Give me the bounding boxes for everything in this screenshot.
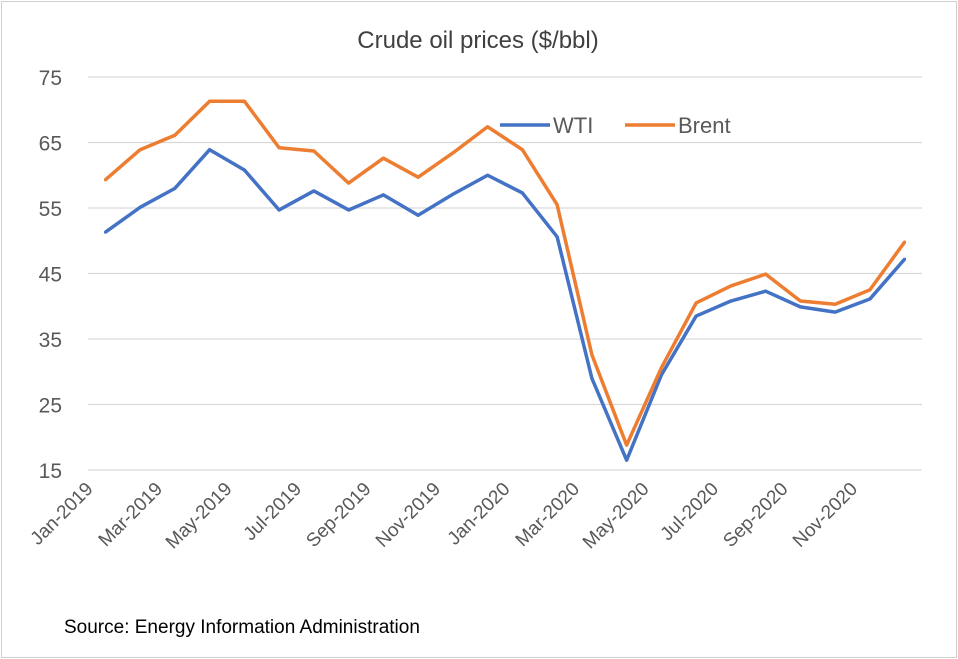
data-point-wti [520,191,524,195]
data-point-brent [798,299,802,303]
data-point-brent [173,133,177,137]
data-point-wti [173,186,177,190]
x-tick-label: Sep-2019 [302,479,375,552]
data-point-wti [416,213,420,217]
x-tick-label: Nov-2019 [372,479,445,552]
x-tick-label: Mar-2020 [512,479,584,551]
legend-label-brent: Brent [678,113,731,138]
x-tick-label: Jul-2019 [240,479,306,545]
data-point-wti [868,297,872,301]
data-point-brent [277,146,281,150]
data-point-brent [590,353,594,357]
data-point-brent [764,272,768,276]
data-point-brent [242,99,246,103]
data-point-brent [833,302,837,306]
data-point-wti [103,230,107,234]
data-point-brent [555,203,559,207]
x-tick-label: May-2019 [162,479,237,554]
data-point-wti [312,189,316,193]
data-point-wti [798,305,802,309]
y-tick-label: 25 [39,395,62,418]
x-tick-label: Jan-2019 [27,479,98,550]
y-tick-label: 75 [39,67,62,90]
data-point-brent [486,125,490,129]
data-point-brent [381,156,385,160]
data-point-wti [903,257,907,261]
series-line-wti [104,147,906,462]
data-point-wti [242,168,246,172]
data-point-wti [486,173,490,177]
data-point-brent [138,148,142,152]
data-point-wti [694,314,698,318]
data-point-wti [381,193,385,197]
x-tick-label: Jul-2020 [657,479,723,545]
x-tick-label: May-2020 [579,479,654,554]
data-point-wti [625,458,629,462]
x-tick-label: Sep-2020 [719,479,792,552]
data-point-brent [625,443,629,447]
y-tick-label: 55 [39,198,62,221]
y-tick-label: 45 [39,264,62,287]
legend-label-wti: WTI [553,113,593,138]
data-point-brent [208,99,212,103]
data-point-wti [833,310,837,314]
data-point-wti [208,148,212,152]
chart-title: Crude oil prices ($/bbl) [357,27,598,54]
data-point-wti [347,208,351,212]
x-tick-label: Mar-2019 [95,479,167,551]
x-tick-label: Jan-2020 [444,479,515,550]
data-point-wti [764,289,768,293]
data-point-brent [416,175,420,179]
data-point-brent [312,149,316,153]
data-point-brent [659,366,663,370]
series-line-brent [104,99,907,447]
data-point-wti [138,205,142,209]
data-point-wti [451,192,455,196]
data-point-wti [659,373,663,377]
data-point-brent [103,178,107,182]
x-tick-label: Nov-2020 [789,479,862,552]
data-point-wti [590,376,594,380]
data-point-brent [903,240,907,244]
y-tick-label: 15 [39,460,62,483]
data-point-wti [555,235,559,239]
data-point-brent [347,181,351,185]
data-point-brent [520,148,524,152]
data-point-wti [277,208,281,212]
y-tick-label: 35 [39,329,62,352]
y-tick-label: 65 [39,133,62,156]
data-point-brent [694,301,698,305]
data-point-brent [868,288,872,292]
data-point-wti [729,299,733,303]
source-note: Source: Energy Information Administratio… [64,617,420,638]
data-point-brent [451,151,455,155]
data-point-brent [729,284,733,288]
